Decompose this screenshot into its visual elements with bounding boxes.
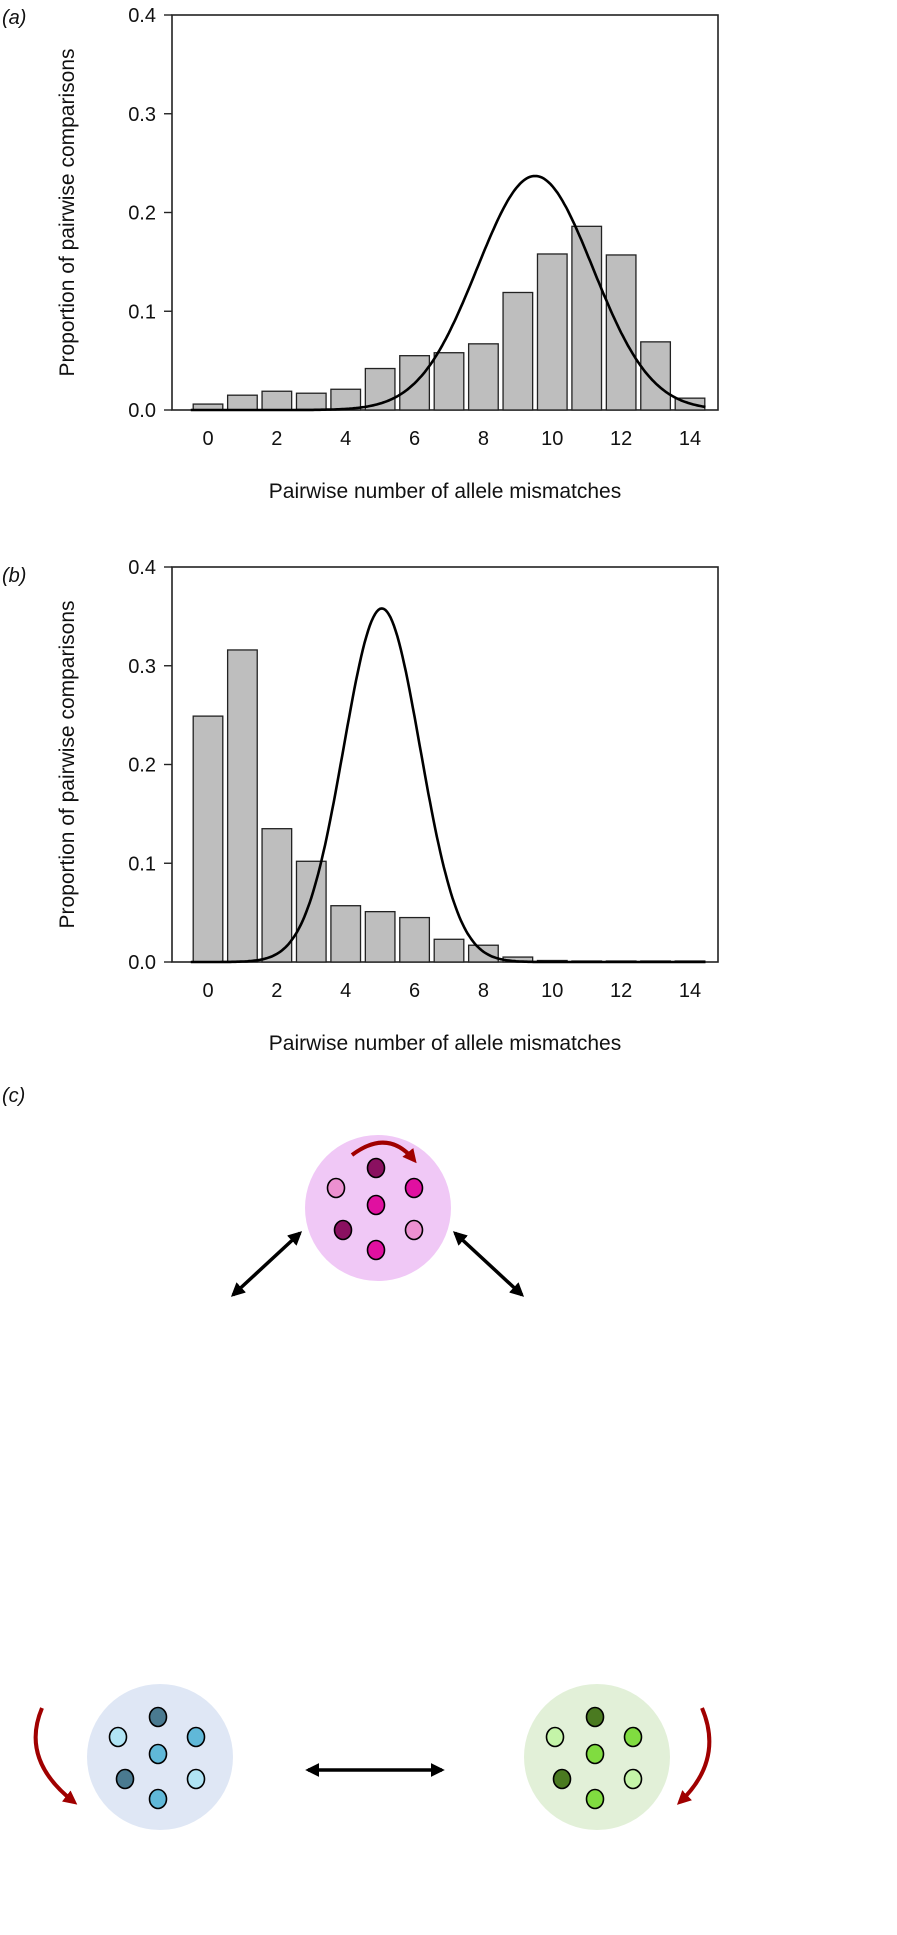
y-tick-label: 0.2 (128, 203, 156, 225)
individual-dot (585, 1706, 605, 1728)
x-tick-label: 4 (340, 980, 351, 1002)
bar-4 (330, 905, 362, 963)
y-tick-label: 0.3 (128, 104, 156, 126)
y-tick-label: 0.4 (128, 5, 156, 27)
bar-13 (640, 341, 672, 411)
bar-7 (433, 938, 465, 963)
y-tick-label: 0.0 (128, 400, 156, 422)
self-arrow-green (676, 1707, 712, 1805)
bar-9 (502, 291, 534, 411)
individual-dot (366, 1194, 386, 1216)
individual-dot (404, 1219, 424, 1241)
x-tick-label: 14 (679, 428, 701, 450)
self-arrow-blue (33, 1707, 78, 1805)
y-axis-label: Proportion of pairwise comparisons (56, 49, 79, 377)
individual-dot (115, 1768, 135, 1790)
x-tick-label: 14 (679, 980, 701, 1002)
y-tick-label: 0.4 (128, 557, 156, 579)
bar-10 (536, 253, 568, 411)
individual-dot (148, 1743, 168, 1765)
normal-curve (190, 607, 706, 964)
chart-b: 0.0 0.1 0.2 0.3 0.4 0 2 4 6 8 10 12 14 Pairwise numbe… (56, 557, 719, 1055)
y-tick-label: 0.1 (128, 853, 156, 875)
x-tick-label: 10 (541, 428, 563, 450)
x-tick-label: 6 (409, 428, 420, 450)
x-axis-label: Pairwise number of allele mismatches (269, 1032, 621, 1055)
x-tick-label: 2 (271, 980, 282, 1002)
bar-6 (399, 916, 431, 963)
migration-diagram (33, 1135, 712, 1830)
individual-dot (585, 1743, 605, 1765)
individual-dot (186, 1768, 206, 1790)
bar-11 (571, 225, 603, 411)
x-tick-label: 8 (478, 428, 489, 450)
individual-dot (585, 1788, 605, 1810)
bar-5 (364, 910, 396, 963)
individual-dot (366, 1239, 386, 1261)
individual-dot (148, 1706, 168, 1728)
individual-dot (186, 1726, 206, 1748)
bar-3 (295, 860, 327, 963)
y-tick-label: 0.0 (128, 952, 156, 974)
x-tick-label: 4 (340, 428, 351, 450)
individual-dot (326, 1177, 346, 1199)
panel-label-b: (b) (2, 565, 26, 587)
y-axis-label: Proportion of pairwise comparisons (56, 601, 79, 929)
individual-dot (545, 1726, 565, 1748)
individual-dot (623, 1726, 643, 1748)
y-tick-label: 0.3 (128, 656, 156, 678)
normal-curve (190, 174, 706, 412)
panel-label-c: (c) (2, 1085, 25, 1107)
x-tick-label: 12 (610, 428, 632, 450)
individual-dot (366, 1157, 386, 1179)
bar-2 (261, 828, 293, 963)
bar-2 (261, 390, 293, 411)
x-tick-label: 6 (409, 980, 420, 1002)
y-tick-label: 0.1 (128, 301, 156, 323)
bar-1 (226, 394, 258, 411)
bar-8 (467, 343, 499, 411)
x-tick-label: 12 (610, 980, 632, 1002)
bar-1 (226, 649, 258, 963)
chart-a: 0.0 0.1 0.2 0.3 0.4 0 2 4 6 8 10 12 14 Pairwise numbe… (56, 5, 719, 503)
y-tick-label: 0.2 (128, 755, 156, 777)
panel-label-a: (a) (2, 7, 26, 29)
x-tick-label: 0 (202, 980, 213, 1002)
x-tick-label: 2 (271, 428, 282, 450)
self-arrow-magenta (350, 1140, 417, 1164)
individual-dot (552, 1768, 572, 1790)
individual-dot (108, 1726, 128, 1748)
individual-dot (148, 1788, 168, 1810)
migration-arrow-magenta-blue (230, 1231, 303, 1297)
x-tick-label: 8 (478, 980, 489, 1002)
x-tick-label: 10 (541, 980, 563, 1002)
bar-3 (295, 392, 327, 411)
bar-7 (433, 352, 465, 411)
x-axis-label: Pairwise number of allele mismatches (269, 480, 621, 503)
migration-arrow-magenta-green (452, 1231, 525, 1297)
individual-dot (404, 1177, 424, 1199)
bar-8 (467, 944, 499, 963)
bar-0 (192, 715, 224, 963)
individual-dot (333, 1219, 353, 1241)
individual-dot (623, 1768, 643, 1790)
x-tick-label: 0 (202, 428, 213, 450)
